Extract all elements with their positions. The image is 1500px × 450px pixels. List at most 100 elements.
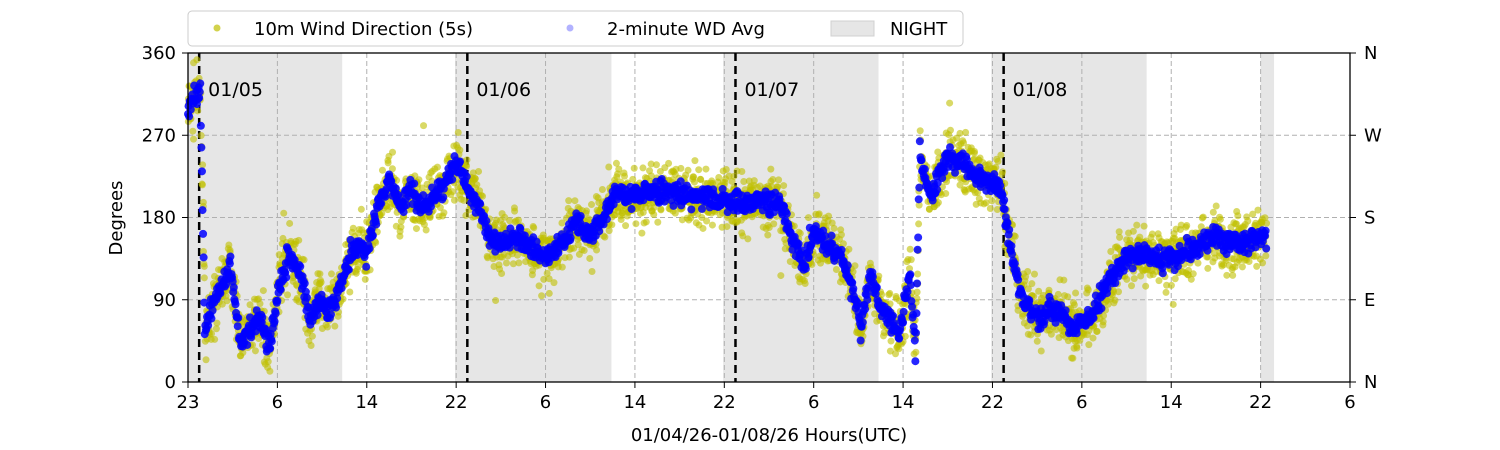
wd2m-point [908, 302, 917, 311]
wd5s-point [992, 163, 1000, 171]
wd5s-point [1259, 259, 1267, 267]
wd2m-point [225, 259, 234, 268]
wd5s-point [473, 181, 481, 189]
wd5s-point [837, 231, 845, 239]
wd5s-point [780, 182, 788, 190]
wd5s-point [540, 275, 548, 283]
wd2m-point [872, 283, 881, 292]
wd5s-point [1261, 214, 1269, 222]
wd2m-point [1158, 269, 1167, 278]
wd5s-point [212, 325, 220, 333]
wd2m-point [516, 224, 525, 233]
wd2m-point [566, 233, 575, 242]
wd5s-point [1183, 221, 1191, 229]
wd5s-point [960, 139, 968, 147]
wd5s-point [740, 178, 748, 186]
wd5s-point [1070, 301, 1078, 309]
wd5s-point [456, 146, 464, 154]
wd5s-point [1204, 264, 1212, 272]
wd5s-point [934, 148, 942, 156]
wd2m-point [377, 199, 386, 208]
wd5s-point [558, 219, 566, 227]
wd5s-point [777, 272, 785, 280]
wd5s-point [744, 235, 752, 243]
wd5s-point [914, 270, 922, 278]
wd5s-point [912, 348, 920, 356]
wd5s-point [479, 192, 487, 200]
wd5s-point [462, 212, 470, 220]
wd5s-point [1194, 259, 1202, 267]
wd2m-point [313, 311, 322, 320]
wd5s-point [946, 126, 954, 134]
wd5s-point [378, 166, 386, 174]
wd5s-point [1167, 281, 1175, 289]
wd2m-point [282, 273, 291, 282]
wd5s-point [956, 129, 964, 137]
wd5s-point [1028, 280, 1036, 288]
wd5s-point [420, 221, 428, 229]
wd5s-point [1204, 253, 1212, 261]
wd5s-point [1035, 287, 1043, 295]
wd2m-point [938, 174, 947, 183]
wd5s-point [197, 132, 205, 140]
wd5s-point [647, 172, 655, 180]
wd2m-point [372, 220, 381, 229]
wd2m-point [199, 229, 208, 238]
wd5s-point [193, 56, 201, 64]
wd2m-point [185, 112, 194, 121]
wd5s-point [1047, 330, 1055, 338]
wd5s-point [612, 159, 620, 167]
wd2m-point [267, 337, 276, 346]
wd5s-point [280, 209, 288, 217]
wd5s-point [571, 197, 579, 205]
wd5s-point [530, 224, 538, 232]
wd5s-point [875, 272, 883, 280]
wd5s-point [1128, 282, 1136, 290]
wd2m-point [697, 204, 706, 213]
wd2m-point [196, 121, 205, 130]
wd5s-point [295, 236, 303, 244]
wd5s-point [632, 220, 640, 228]
wd5s-point [198, 181, 206, 189]
wd2m-point [863, 295, 872, 304]
wd5s-point [1199, 213, 1207, 221]
wd2m-point [687, 205, 696, 214]
wd5s-point [1123, 275, 1131, 283]
wd2m-point [195, 93, 204, 102]
wd5s-point [535, 282, 543, 290]
wd2m-point [595, 227, 604, 236]
wd5s-point [1130, 275, 1138, 283]
wd5s-point [190, 135, 198, 143]
wd5s-point [605, 163, 613, 171]
wd5s-point [259, 287, 267, 295]
wd2m-point [226, 252, 235, 261]
wd2m-point [276, 285, 285, 294]
wd5s-point [412, 225, 420, 233]
wd5s-point [200, 262, 208, 270]
wd5s-point [436, 204, 444, 212]
wd5s-point [346, 288, 354, 296]
wd5s-point [327, 270, 335, 278]
wd5s-point [1054, 290, 1062, 298]
wd5s-point [354, 263, 362, 271]
wd5s-point [999, 168, 1007, 176]
wd5s-point [767, 182, 775, 190]
wd2m-point [427, 202, 436, 211]
wd5s-point [199, 198, 207, 206]
wd5s-point [1111, 296, 1119, 304]
wd5s-point [422, 226, 430, 234]
wd2m-point [856, 336, 865, 345]
wd5s-point [349, 224, 357, 232]
wd5s-point [703, 217, 711, 225]
wd5s-point [1171, 275, 1179, 283]
wd5s-point [462, 161, 470, 169]
day-marker-label: 01/08 [1013, 79, 1068, 101]
wd2m-point [801, 264, 810, 273]
wd2m-point [903, 287, 912, 296]
wd2m-point [933, 185, 942, 194]
wd5s-point [580, 246, 588, 254]
wd2m-point [910, 336, 919, 345]
wd5s-point [200, 274, 208, 282]
